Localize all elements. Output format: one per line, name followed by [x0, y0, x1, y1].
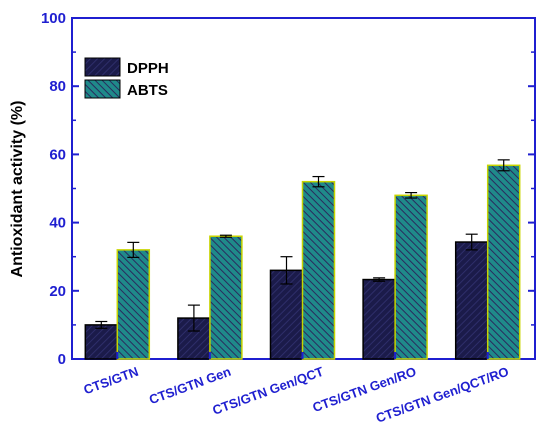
legend-label-abts: ABTS [127, 82, 168, 99]
y-tick-label: 20 [49, 283, 66, 300]
legend-label-dpph: DPPH [127, 60, 169, 77]
bar-abts [116, 249, 151, 360]
y-tick-label: 40 [49, 215, 66, 232]
bar-dpph [362, 278, 396, 360]
y-tick-label: 100 [41, 10, 66, 27]
y-tick-label: 60 [49, 146, 66, 163]
bar-abts [394, 194, 428, 360]
x-tick-label: CTS/GTN [82, 364, 141, 398]
bar-abts [301, 180, 336, 360]
bar-abts [209, 235, 243, 360]
bar-dpph [454, 241, 489, 360]
legend: DPPH ABTS [84, 57, 169, 99]
bar-dpph [84, 324, 119, 360]
bars [84, 159, 521, 360]
y-axis-label: Antioxidant activity (%) [9, 101, 26, 278]
ticks: 0 20 40 60 80 100 [41, 10, 535, 368]
legend-swatch-abts [84, 79, 121, 99]
legend-swatch-dpph [84, 57, 121, 77]
bar-abts [486, 164, 521, 360]
y-tick-label: 80 [49, 78, 66, 95]
y-tick-label: 0 [58, 351, 66, 368]
